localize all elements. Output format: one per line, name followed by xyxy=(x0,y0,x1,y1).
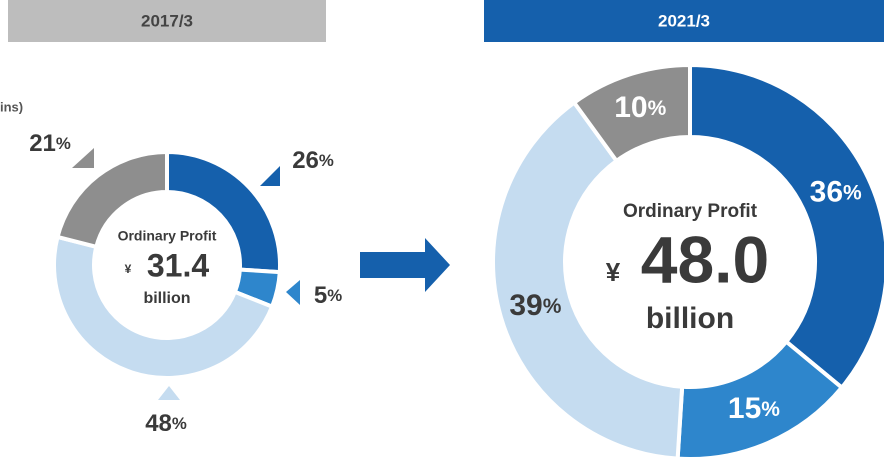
arrow xyxy=(360,238,450,292)
donut-segment xyxy=(55,149,169,250)
data-label: 48% xyxy=(145,410,187,437)
pointer xyxy=(260,166,280,186)
currency: ¥ xyxy=(125,262,132,276)
data-label: 21% xyxy=(29,130,71,157)
pointer xyxy=(72,148,94,168)
donut-segment xyxy=(491,99,685,461)
pointer xyxy=(158,386,180,400)
unit: billion xyxy=(646,302,734,335)
data-label: 36% xyxy=(810,175,862,208)
center-label: Ordinary Profit xyxy=(623,201,758,222)
data-label: 15% xyxy=(728,392,780,425)
header-title: 2017/3 xyxy=(141,11,193,30)
header xyxy=(484,0,884,42)
data-label: 39% xyxy=(509,289,561,322)
donut-segment xyxy=(52,234,275,380)
data-label: 26% xyxy=(292,147,334,174)
header xyxy=(8,0,326,42)
center-label: Ordinary Profit xyxy=(118,228,217,244)
total: 31.4 xyxy=(147,247,209,283)
note: ins) xyxy=(0,99,23,114)
data-label: 5% xyxy=(314,282,342,309)
data-label: 10% xyxy=(614,91,666,124)
unit: billion xyxy=(143,290,190,307)
header-title: 2021/3 xyxy=(658,11,710,30)
pointer xyxy=(286,280,300,305)
donut-segment xyxy=(688,62,884,391)
currency: ¥ xyxy=(606,257,621,287)
donut-segment xyxy=(571,62,692,164)
total: 48.0 xyxy=(641,222,769,296)
